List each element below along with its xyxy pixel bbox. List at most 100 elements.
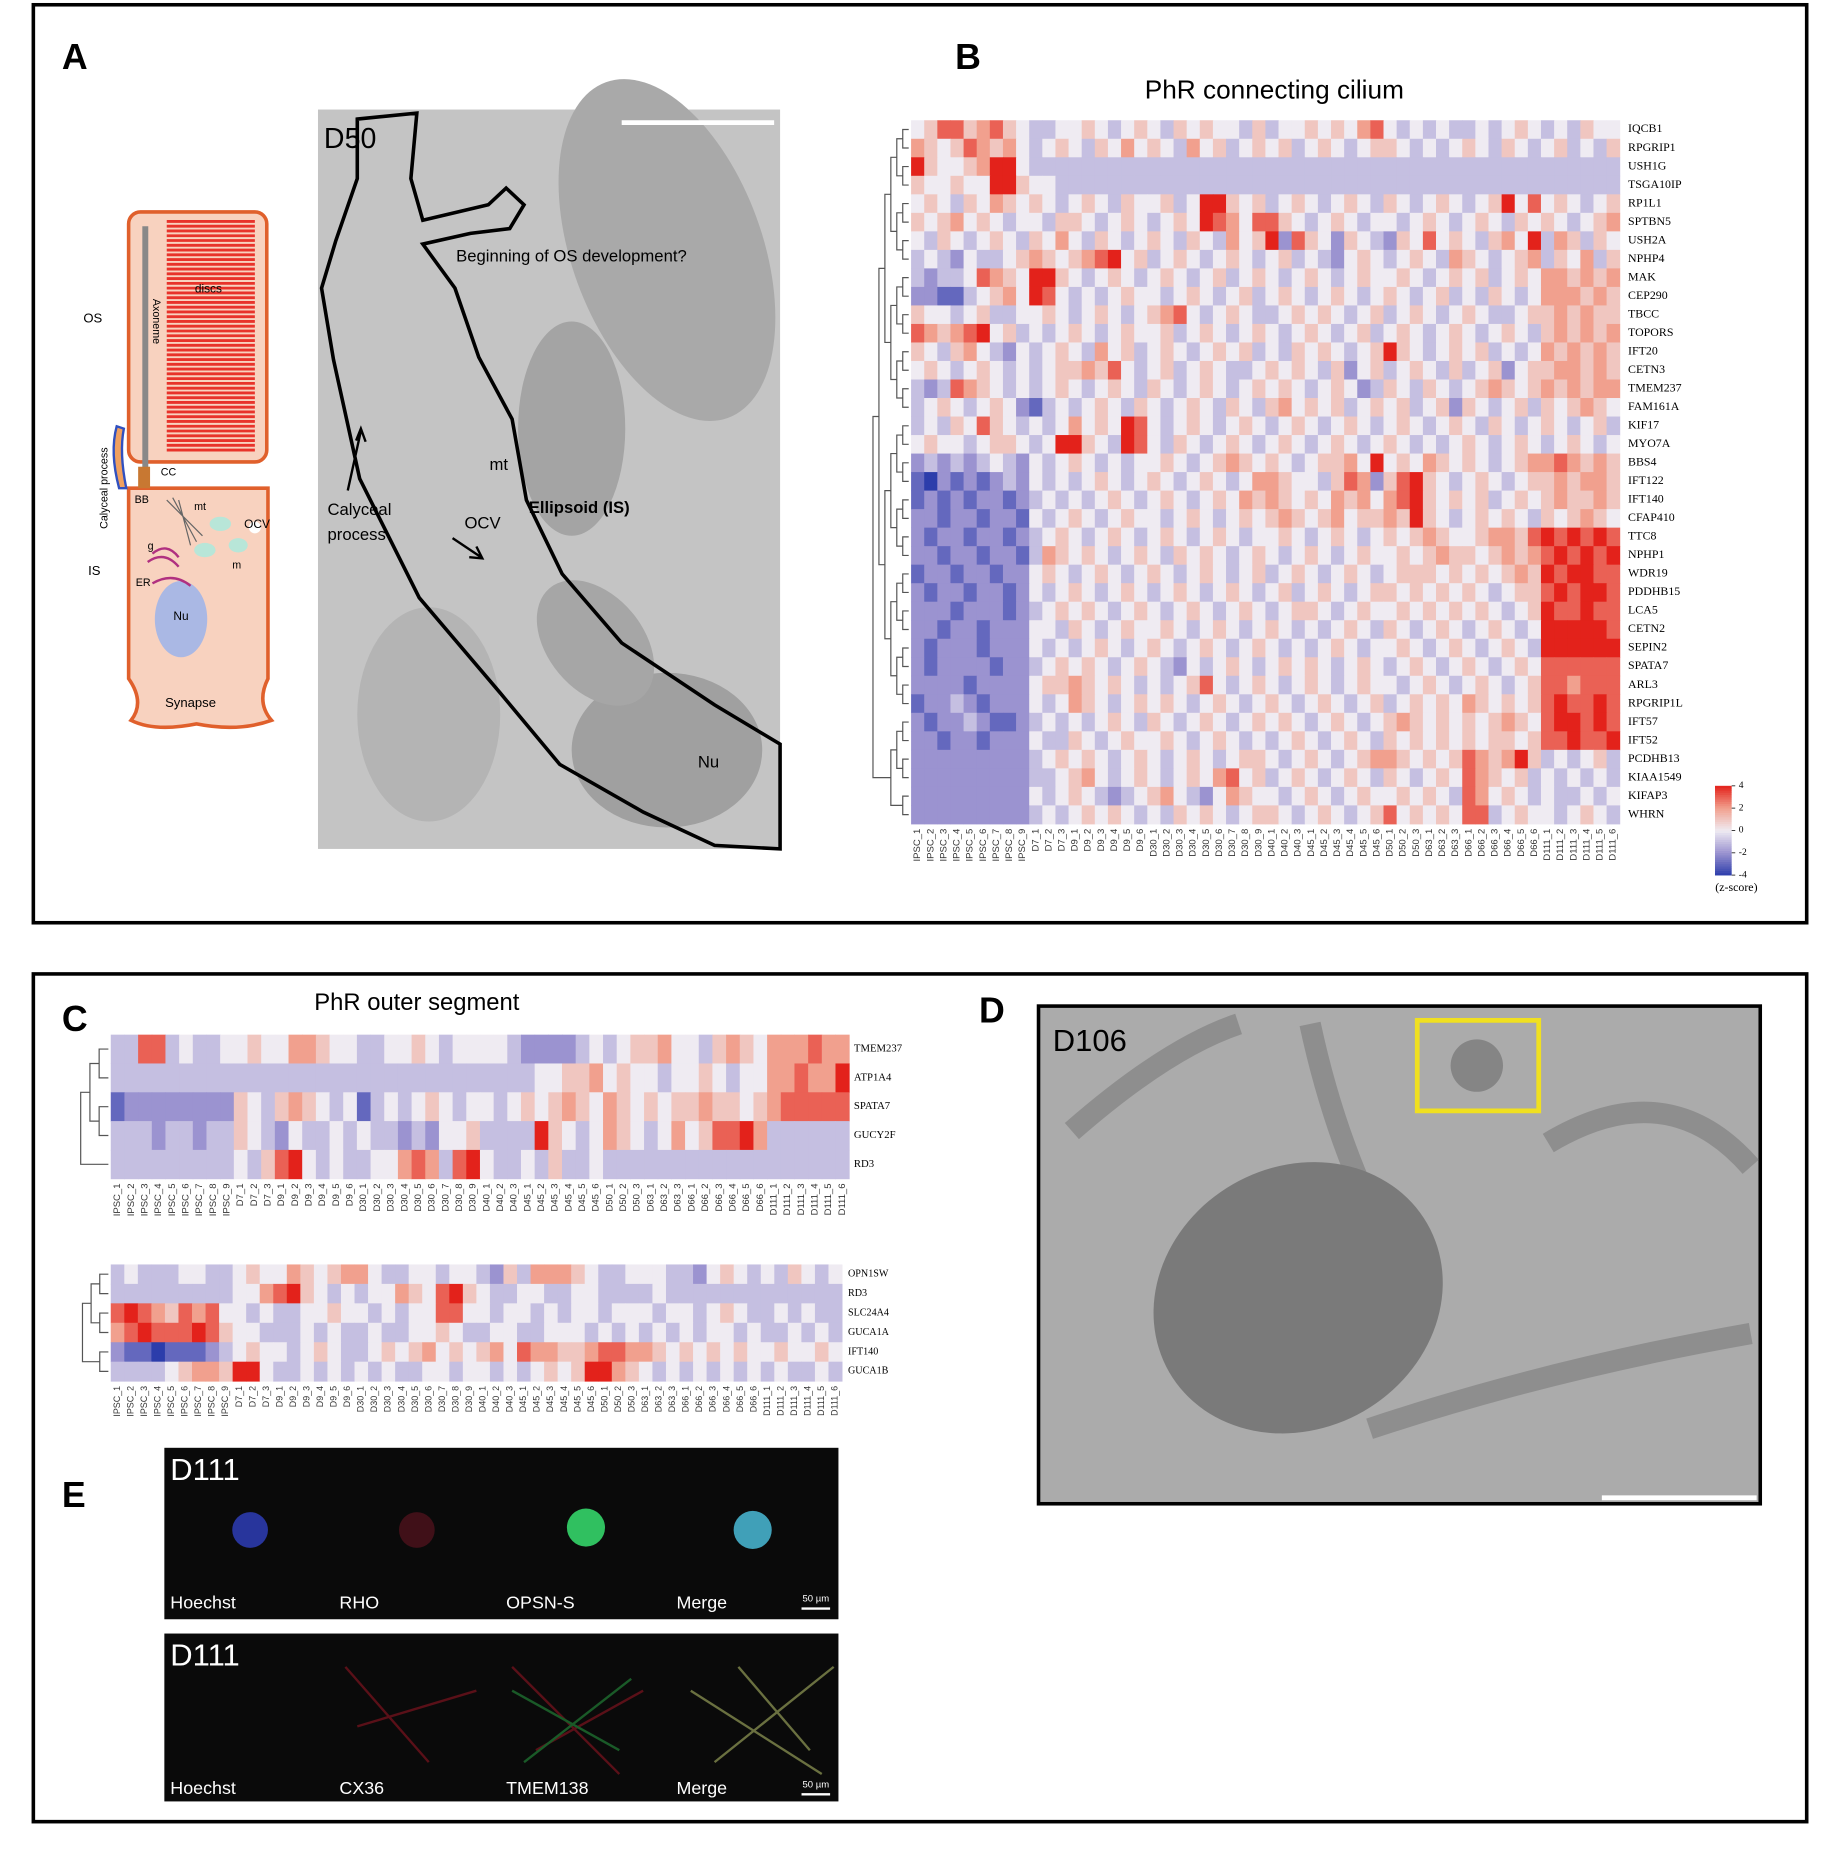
heatmap-cell: [1068, 398, 1083, 418]
heatmap-cell: [1147, 509, 1161, 529]
heatmap-cell: [937, 138, 951, 158]
heatmap-cell: [1370, 453, 1384, 473]
heatmap-cell: [1121, 527, 1135, 547]
heatmap-cell: [1042, 398, 1056, 418]
heatmap-cell: [1042, 323, 1056, 343]
heatmap-cell: [124, 1342, 139, 1363]
heatmap-cell: [1357, 712, 1371, 732]
photoreceptor-schematic: OS IS discs Axoneme Calyceal process CC …: [83, 210, 275, 730]
heatmap-cell: [192, 1342, 207, 1363]
heatmap-cell: [1094, 509, 1109, 529]
heatmap-cell: [1042, 453, 1056, 473]
heatmap-cell: [1291, 212, 1306, 232]
heatmap-cell: [924, 731, 938, 751]
heatmap-cell: [1134, 360, 1148, 380]
heatmap-cell: [1317, 305, 1332, 325]
heatmap-cell: [1265, 712, 1280, 732]
heatmap-cell: [911, 527, 925, 547]
heatmap-cell: [733, 1283, 748, 1304]
heatmap-cell: [1396, 546, 1411, 566]
heatmap-cell: [1475, 490, 1489, 510]
heatmap-cell: [584, 1283, 599, 1304]
heatmap-cell: [1383, 120, 1398, 140]
heatmap-cell: [1462, 583, 1476, 603]
heatmap-cell: [1567, 360, 1581, 380]
heatmap-cell: [794, 1092, 809, 1122]
heatmap-cell: [1160, 453, 1175, 473]
heatmap-cell: [950, 546, 965, 566]
column-label: D50_3: [626, 1386, 636, 1412]
heatmap-cell: [1462, 157, 1476, 177]
heatmap-cell: [1396, 305, 1411, 325]
heatmap-cell: [1514, 564, 1529, 584]
heatmap-cell: [1055, 731, 1070, 751]
heatmap-cell: [1134, 786, 1148, 806]
heatmap-cell: [780, 1121, 795, 1151]
column-label: D111_2: [782, 1183, 793, 1215]
heatmap-cell: [1422, 546, 1437, 566]
heatmap-cell: [1278, 694, 1293, 714]
heatmap-cell: [1199, 157, 1214, 177]
colorbar-segment: [1714, 803, 1732, 807]
heatmap-cell: [288, 1092, 303, 1122]
heatmap-cell: [1278, 120, 1293, 140]
heatmap-cell: [1107, 731, 1122, 751]
heatmap-cell: [1212, 564, 1227, 584]
heatmap-cell: [1606, 435, 1621, 455]
heatmap-cell: [1265, 490, 1280, 510]
heatmap-cell: [1055, 379, 1070, 399]
heatmap-cell: [452, 1121, 467, 1151]
heatmap-cell: [1606, 546, 1621, 566]
heatmap-cell: [1042, 749, 1056, 769]
heatmap-cell: [1002, 583, 1017, 603]
heatmap-cell: [1094, 342, 1109, 362]
heatmap-cell: [206, 1034, 221, 1064]
heatmap-cell: [517, 1342, 532, 1363]
heatmap-cell: [1409, 490, 1424, 510]
heatmap-cell: [924, 768, 938, 788]
heatmap-cell: [1396, 638, 1411, 658]
heatmap-cell: [1199, 212, 1214, 232]
heatmap-cell: [1606, 601, 1621, 621]
heatmap-cell: [1147, 305, 1161, 325]
heatmap-cell: [1383, 546, 1398, 566]
heatmap-cell: [1462, 286, 1476, 306]
heatmap-cell: [1068, 527, 1083, 547]
heatmap-cell: [1016, 564, 1030, 584]
heatmap-cell: [1029, 268, 1043, 288]
heatmap-cell: [1357, 231, 1371, 251]
colorbar-segment: [1714, 839, 1732, 842]
heatmap-cell: [1462, 638, 1476, 658]
heatmap-cell: [1317, 120, 1332, 140]
column-label: D111_1: [762, 1386, 772, 1416]
heatmap-cell: [397, 1092, 413, 1122]
heatmap-cell: [1331, 583, 1345, 603]
heatmap-cell: [1304, 249, 1319, 269]
heatmap-cell: [1134, 546, 1148, 566]
heatmap-cell: [1527, 601, 1542, 621]
heatmap-cell: [503, 1342, 518, 1363]
heatmap-cell: [976, 231, 991, 251]
heatmap-cell: [1331, 749, 1345, 769]
heatmap-cell: [1357, 249, 1371, 269]
heatmap-cell: [989, 490, 1004, 510]
heatmap-cell: [517, 1361, 532, 1382]
heatmap-cell: [801, 1361, 816, 1382]
heatmap-cell: [1488, 731, 1503, 751]
heatmap-cell: [1357, 305, 1371, 325]
heatmap-cell: [503, 1322, 518, 1343]
heatmap-cell: [989, 675, 1004, 695]
heatmap-cell: [1055, 472, 1070, 492]
heatmap-cell: [1199, 416, 1214, 436]
heatmap-cell: [1449, 398, 1463, 418]
heatmap-cell: [1239, 435, 1253, 455]
heatmap-cell: [1094, 527, 1109, 547]
heatmap-cell: [1593, 564, 1608, 584]
heatmap-cell: [1514, 583, 1529, 603]
heatmap-cell: [1068, 768, 1083, 788]
heatmap-cell: [657, 1063, 672, 1093]
heatmap-cell: [1239, 323, 1253, 343]
heatmap-cell: [1383, 805, 1398, 825]
heatmap-cell: [1212, 509, 1227, 529]
heatmap-cell: [1593, 490, 1608, 510]
